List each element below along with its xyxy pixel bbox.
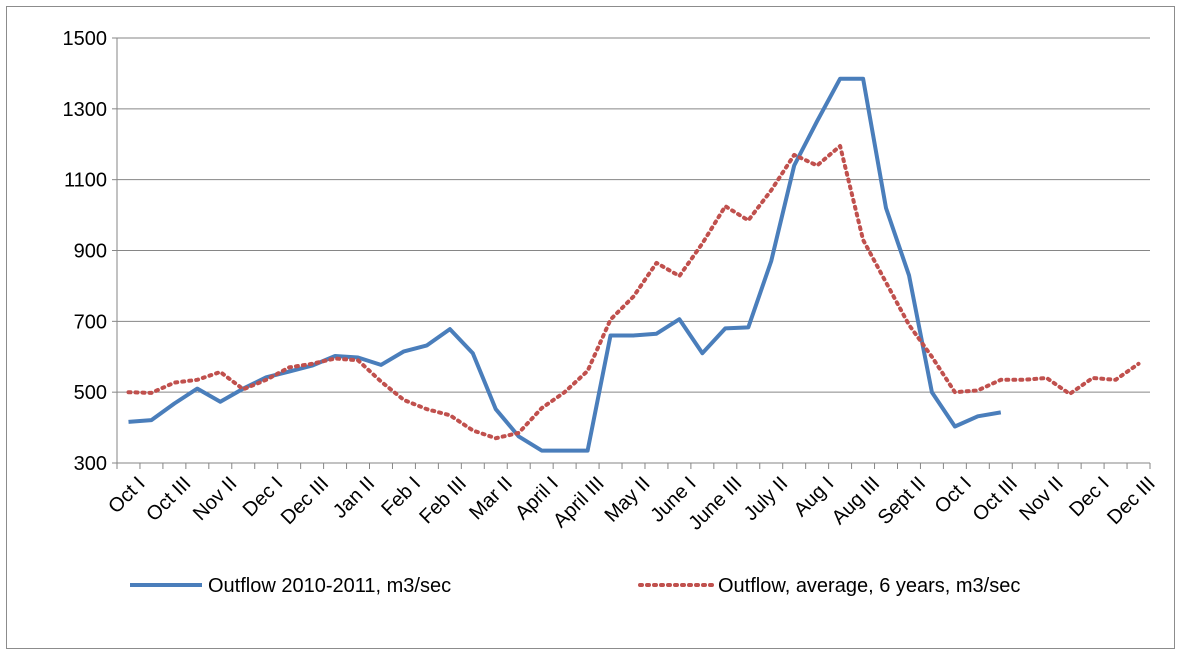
y-tick-label: 1500 [63,28,108,50]
chart-frame [6,6,1175,649]
series-line [126,144,1141,441]
y-tick-label: 1300 [63,99,108,121]
legend-label: Outflow, average, 6 years, m3/sec [718,575,1020,597]
y-tick-label: 1100 [64,170,107,192]
y-tick-label: 300 [74,453,107,475]
y-tick-label: 500 [74,382,107,404]
y-tick-label: 700 [74,311,107,333]
legend-label: Outflow 2010-2011, m3/sec [208,575,451,597]
y-tick-label: 900 [74,241,107,263]
